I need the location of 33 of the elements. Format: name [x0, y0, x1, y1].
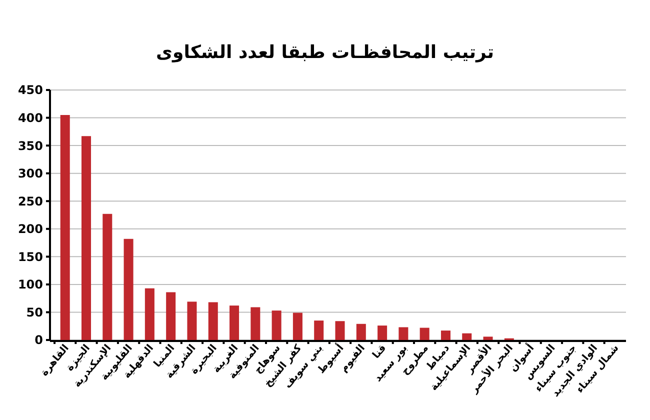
y-tick-label: 150 — [18, 250, 43, 264]
y-tick-label: 0 — [34, 333, 43, 348]
bar — [483, 336, 493, 340]
y-tick-label: 200 — [18, 222, 43, 236]
bar — [208, 302, 218, 340]
bar — [378, 326, 388, 340]
bar — [102, 214, 112, 340]
chart-title: ترتيب المحافظـات طبقا لعدد الشكاوى — [156, 42, 494, 63]
bar — [60, 115, 70, 340]
bar — [166, 292, 176, 340]
bar — [462, 333, 472, 340]
bar — [187, 302, 197, 340]
bar — [124, 238, 134, 340]
y-tick-label: 250 — [18, 194, 43, 208]
y-tick-label: 100 — [18, 278, 43, 292]
bar — [356, 324, 366, 340]
x-tick-label: قنا — [370, 342, 389, 361]
y-tick-label: 50 — [26, 305, 43, 320]
bar — [144, 288, 154, 340]
bar — [81, 136, 92, 340]
y-tick-label: 300 — [18, 166, 43, 181]
bar — [314, 320, 324, 340]
y-tick-label: 350 — [18, 138, 43, 153]
bar — [230, 306, 240, 340]
bar — [440, 330, 450, 340]
bar — [250, 307, 260, 340]
y-tick-label: 450 — [18, 83, 43, 98]
bar — [292, 312, 302, 340]
bar — [398, 327, 408, 340]
bar — [420, 328, 430, 340]
bar — [272, 310, 282, 340]
bar — [335, 321, 345, 340]
y-tick-label: 400 — [18, 110, 43, 125]
